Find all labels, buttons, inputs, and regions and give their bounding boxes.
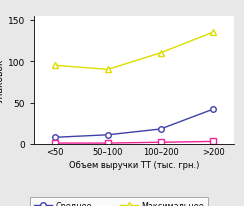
X-axis label: Объем выручки ТТ (тыс. грн.): Объем выручки ТТ (тыс. грн.) [69, 160, 199, 169]
Legend: Среднее, Минимальное, Максимальное: Среднее, Минимальное, Максимальное [30, 197, 208, 206]
Y-axis label: Упаковок: Упаковок [0, 58, 5, 102]
